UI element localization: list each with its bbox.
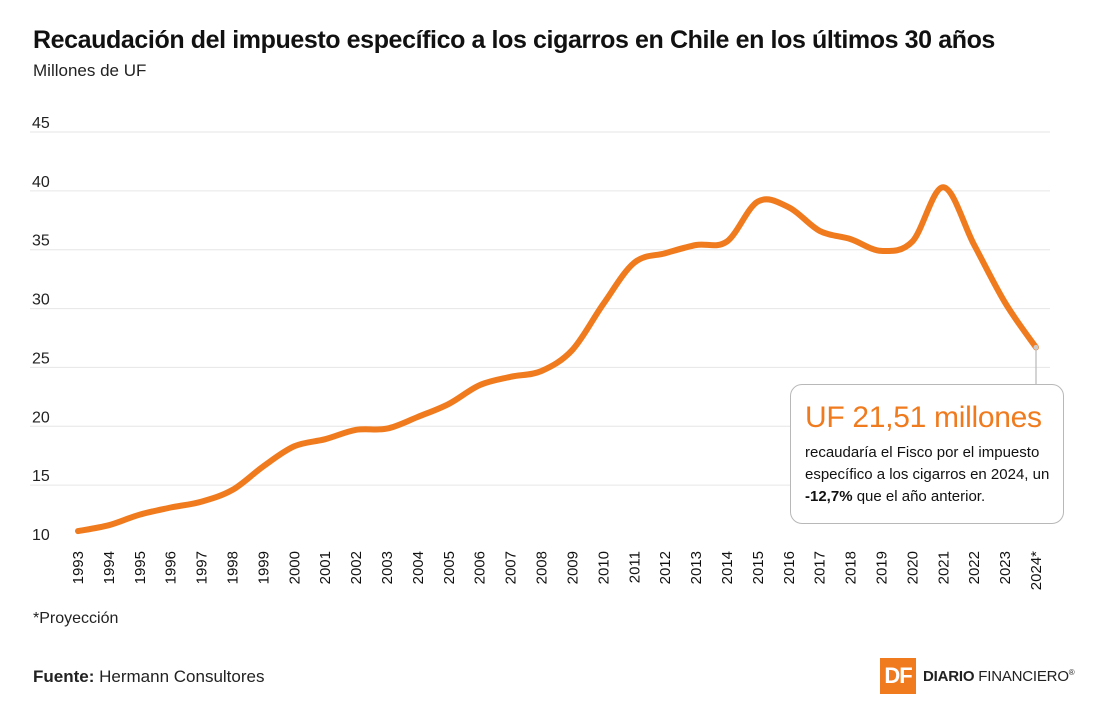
x-tick-label: 2021 bbox=[935, 551, 952, 584]
y-tick-label: 40 bbox=[32, 174, 50, 191]
x-tick-label: 2019 bbox=[873, 551, 890, 584]
logo-text: DIARIO FINANCIERO® bbox=[923, 668, 1075, 685]
footnote: *Proyección bbox=[33, 610, 119, 627]
callout-text: recaudaría el Fisco por el impuesto espe… bbox=[805, 442, 1051, 508]
logo-reg: ® bbox=[1068, 667, 1075, 677]
y-tick-label: 20 bbox=[32, 409, 50, 426]
logo-name-part1: DIARIO bbox=[923, 667, 979, 685]
y-tick-label: 35 bbox=[32, 233, 50, 250]
x-tick-label: 2020 bbox=[904, 551, 921, 584]
x-tick-label: 2009 bbox=[564, 551, 581, 584]
x-tick-label: 2008 bbox=[534, 551, 551, 584]
callout-box: UF 21,51 millones recaudaría el Fisco po… bbox=[790, 384, 1064, 524]
y-tick-label: 10 bbox=[32, 527, 50, 544]
y-tick-label: 25 bbox=[32, 350, 50, 367]
y-tick-label: 45 bbox=[32, 115, 50, 132]
x-tick-label: 2005 bbox=[441, 551, 458, 584]
x-tick-label: 2018 bbox=[843, 551, 860, 584]
x-tick-label: 1994 bbox=[101, 551, 118, 584]
logo-mark: DF bbox=[880, 658, 916, 694]
chart-title: Recaudación del impuesto específico a lo… bbox=[33, 26, 995, 54]
logo-name-part2: FINANCIERO bbox=[978, 667, 1069, 685]
x-tick-label: 1995 bbox=[132, 551, 149, 584]
x-tick-label: 2010 bbox=[595, 551, 612, 584]
diario-financiero-logo: DF DIARIO FINANCIERO® bbox=[880, 658, 1075, 694]
series-group bbox=[75, 184, 1039, 535]
x-tick-label: 1998 bbox=[225, 551, 242, 584]
callout-text-after: que el año anterior. bbox=[852, 488, 986, 505]
x-tick-label: 2012 bbox=[657, 551, 674, 584]
x-tick-label: 1997 bbox=[194, 551, 211, 584]
x-tick-label: 1999 bbox=[255, 551, 272, 584]
source-line: Fuente: Hermann Consultores bbox=[33, 667, 264, 687]
x-tick-label: 2002 bbox=[348, 551, 365, 584]
callout-highlight: -12,7% bbox=[805, 488, 853, 505]
x-tick-label: 1996 bbox=[163, 551, 180, 584]
x-tick-label: 2011 bbox=[626, 551, 643, 583]
callout-value: UF 21,51 millones bbox=[805, 401, 1042, 434]
x-tick-label: 2017 bbox=[812, 551, 829, 584]
x-tick-label: 2007 bbox=[503, 551, 520, 584]
y-tick-label: 30 bbox=[32, 292, 50, 309]
y-axis: 10 15 20 25 30 35 40 45 bbox=[32, 115, 50, 544]
callout-connector-group bbox=[1033, 344, 1039, 384]
x-tick-label: 2016 bbox=[781, 551, 798, 584]
x-tick-label: 2022 bbox=[966, 551, 983, 584]
x-tick-label: 2003 bbox=[379, 551, 396, 584]
y-tick-label: 15 bbox=[32, 468, 50, 485]
x-tick-label: 2024* bbox=[1028, 551, 1045, 590]
callout-anchor-dot bbox=[1033, 344, 1039, 350]
x-tick-label: 2004 bbox=[410, 551, 427, 584]
chart-subtitle: Millones de UF bbox=[33, 61, 147, 80]
x-tick-label: 2001 bbox=[317, 551, 334, 584]
x-tick-label: 2006 bbox=[472, 551, 489, 584]
x-tick-label: 2015 bbox=[750, 551, 767, 584]
x-tick-label: 1993 bbox=[70, 551, 87, 584]
source-name: Hermann Consultores bbox=[99, 667, 265, 686]
x-tick-label: 2023 bbox=[997, 551, 1014, 584]
series-line bbox=[75, 184, 1039, 535]
callout-text-before: recaudaría el Fisco por el impuesto espe… bbox=[805, 444, 1050, 483]
x-tick-label: 2013 bbox=[688, 551, 705, 584]
x-tick-label: 2014 bbox=[719, 551, 736, 584]
x-tick-label: 2000 bbox=[286, 551, 303, 584]
x-axis: 1993 1994 1995 1996 1997 1998 1999 2000 2001 2002… bbox=[70, 551, 1045, 590]
source-label: Fuente: bbox=[33, 667, 95, 686]
